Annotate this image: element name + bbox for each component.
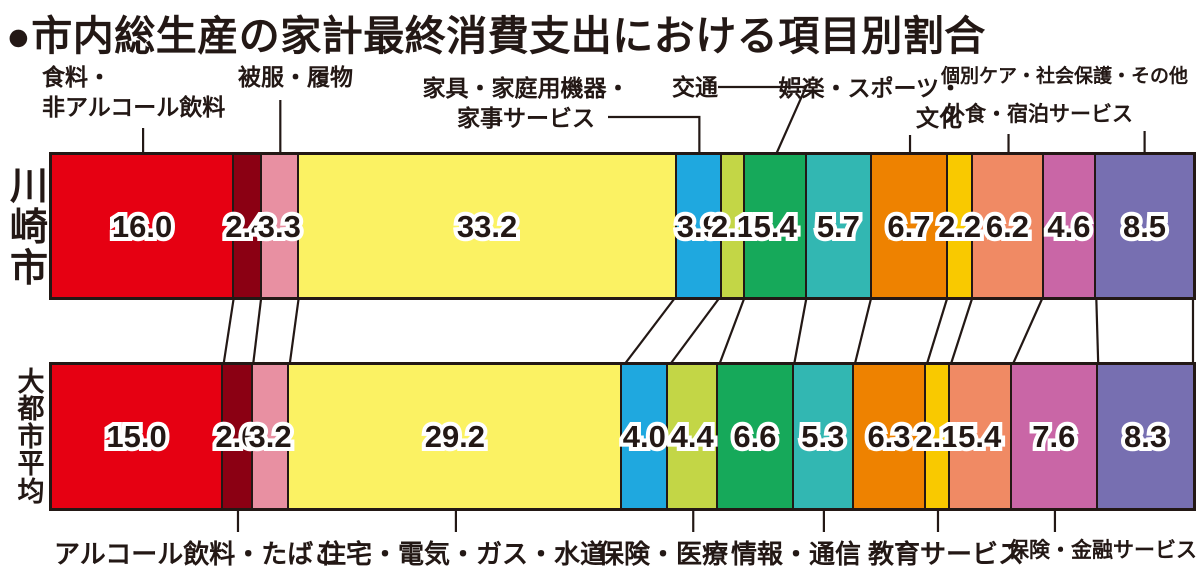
leader-line	[948, 294, 975, 368]
bar-segment: 6.6 6.6	[718, 365, 794, 508]
segment-value: 5.4 5.4	[954, 417, 1005, 456]
segment-value: 4.6 4.6	[1043, 207, 1094, 246]
segment-value: 16.0 16.0	[108, 207, 176, 246]
leader-line	[222, 294, 236, 368]
leader-line	[1010, 294, 1045, 368]
segment-value: 6.2 6.2	[982, 207, 1033, 246]
bar-row-kawasaki: 16.0 16.0 2.4 2.4 3.3 3.3 33.2 33.2 3.9 3.9 2.1 2.1…	[49, 152, 1196, 300]
leader-line	[621, 294, 679, 368]
category-label: 保険・医療	[598, 539, 729, 569]
category-label: 教育サービス	[868, 539, 1025, 569]
segment-value: 8.5 8.5	[1119, 207, 1170, 246]
bar-segment: 15.0 15.0	[52, 365, 224, 508]
leader-line	[717, 294, 747, 368]
category-label: アルコール飲料・たばこ	[54, 539, 340, 569]
bar-segment: 4.4 4.4	[667, 365, 719, 508]
bar-segment: 33.2 33.2	[299, 155, 678, 297]
category-label: 被服・履物	[238, 64, 353, 90]
bar-segment: 6.2 6.2	[973, 155, 1044, 297]
segment-value: 4.4 4.4	[667, 417, 718, 456]
segment-value: 4.0 4.0	[619, 417, 670, 456]
segment-value: 8.3 8.3	[1120, 417, 1171, 456]
segment-value: 5.3 5.3	[797, 417, 848, 456]
bar-segment: 2.1 2.1	[707, 155, 758, 297]
bar-segment: 5.4 5.4	[745, 155, 807, 297]
leader-line	[608, 115, 701, 154]
bar-segment: 5.4 5.4	[949, 365, 1012, 508]
leader-line	[718, 85, 808, 155]
segment-value: 6.6 6.6	[729, 417, 780, 456]
bar-segment: 2.2 2.2	[934, 155, 985, 297]
bar-segment: 3.3 3.3	[254, 155, 305, 297]
segment-value: 2.2 2.2	[934, 207, 985, 246]
category-label: 食料・ 非アルコール飲料	[42, 64, 226, 121]
bar-segment: 4.6 4.6	[1043, 155, 1097, 297]
category-label: 個別ケア・社会保護・その他	[941, 66, 1189, 87]
segment-value: 3.3 3.3	[254, 207, 305, 246]
leader-line	[667, 294, 723, 368]
leader-line	[792, 294, 809, 368]
bar-segment: 2.4 2.4	[221, 155, 272, 297]
bar-row-metro-average: 15.0 15.0 2.6 2.6 3.2 3.2 29.2 29.2 4.0 4.0 4.4 4.4…	[49, 362, 1196, 511]
row-label: 川崎市	[9, 166, 48, 290]
bar-segment: 29.2 29.2	[289, 365, 623, 508]
bar-segment: 3.9 3.9	[673, 155, 724, 297]
bar-segment: 8.5 8.5	[1096, 155, 1193, 297]
category-label: 保険・金融サービス	[1008, 539, 1197, 562]
bar-segment: 8.3 8.3	[1098, 365, 1193, 508]
bar-segment: 6.3 6.3	[854, 365, 926, 508]
category-label: 住宅・電気・ガス・水道	[320, 539, 607, 569]
category-label: 情報・通信	[731, 539, 862, 569]
chart-title: ●市内総生産の家計最終消費支出における項目別割合	[6, 13, 986, 59]
segment-value: 5.4 5.4	[750, 207, 801, 246]
segment-value: 7.6 7.6	[1028, 417, 1079, 456]
category-label: 家具・家庭用機器・ 家事サービス	[422, 75, 630, 132]
segment-value: 2.4 2.4	[221, 207, 272, 246]
leader-line	[288, 294, 301, 368]
bar-segment: 6.7 6.7	[871, 155, 949, 297]
segment-value: 15.0 15.0	[102, 417, 170, 456]
bar-segment: 7.6 7.6	[1011, 365, 1099, 508]
bar-segment: 16.0 16.0	[52, 155, 235, 297]
segment-value: 33.2 33.2	[453, 207, 521, 246]
leader-line	[251, 294, 263, 368]
segment-value: 3.9 3.9	[673, 207, 724, 246]
segment-value: 2.6 2.6	[211, 417, 262, 456]
row-label: 大都市平均	[17, 367, 45, 507]
leader-line	[924, 294, 950, 368]
category-label: 娯楽・スポーツ・ 文化	[778, 75, 962, 132]
leader-line	[853, 294, 873, 368]
segment-value: 3.2 3.2	[244, 417, 295, 456]
bar-segment: 5.7 5.7	[806, 155, 872, 297]
category-label: 交通	[672, 74, 718, 100]
leader-line	[1095, 294, 1100, 368]
segment-value: 2.1 2.1	[911, 417, 962, 456]
bar-segment: 5.3 5.3	[793, 365, 855, 508]
segment-value: 29.2 29.2	[421, 417, 489, 456]
segment-value: 6.3 6.3	[863, 417, 914, 456]
segment-value: 6.7 6.7	[883, 207, 934, 246]
category-label: 外食・宿泊サービス	[944, 103, 1133, 126]
bar-segment: 2.1 2.1	[911, 365, 962, 508]
segment-value: 2.1 2.1	[707, 207, 758, 246]
bar-segment: 4.0 4.0	[619, 365, 670, 508]
bar-segment: 3.2 3.2	[244, 365, 296, 508]
bar-segment: 2.6 2.6	[211, 365, 263, 508]
segment-value: 5.7 5.7	[813, 207, 864, 246]
